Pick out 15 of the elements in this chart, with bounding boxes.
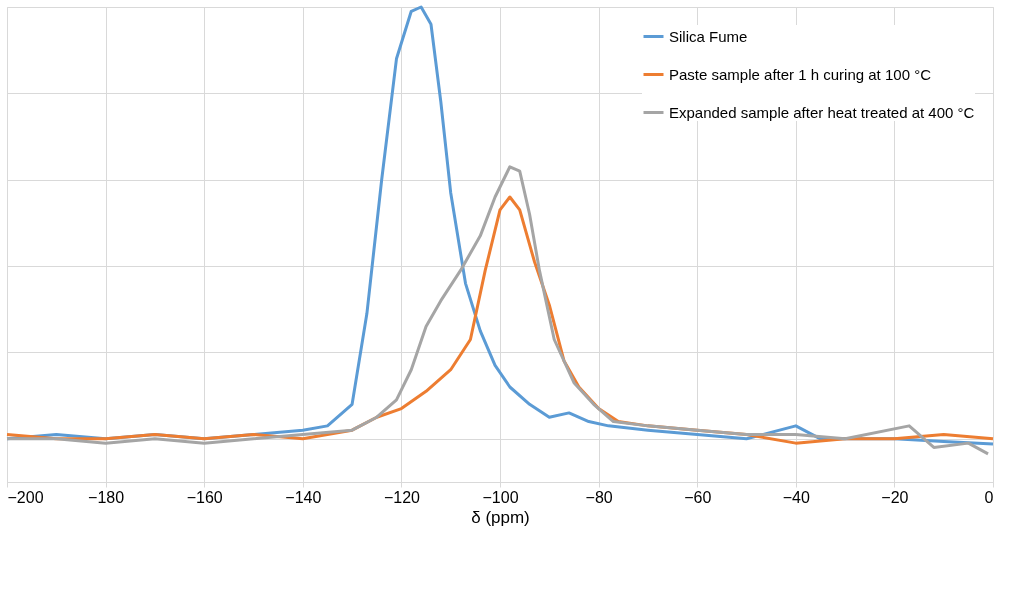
legend-label: Silica Fume (669, 27, 748, 45)
x-tick-label: 0 (984, 488, 994, 506)
x-tick-label: −40 (782, 488, 810, 506)
x-tick-label: −60 (684, 488, 712, 506)
x-tick-label: −140 (285, 488, 322, 506)
x-tick-label: −200 (7, 488, 44, 506)
x-tick-label: −100 (482, 488, 519, 506)
legend-label: Expanded sample after heat treated at 400 °C (669, 103, 975, 121)
x-tick-label: −20 (881, 488, 909, 506)
x-tick-label: −120 (383, 488, 421, 506)
legend-label: Paste sample after 1 h curing at 100 °C (669, 65, 932, 83)
x-tick-label: −80 (585, 488, 613, 506)
x-tick-label: −160 (186, 488, 223, 506)
x-axis-title: δ (ppm) (471, 507, 530, 527)
x-tick-label: −180 (88, 488, 125, 506)
